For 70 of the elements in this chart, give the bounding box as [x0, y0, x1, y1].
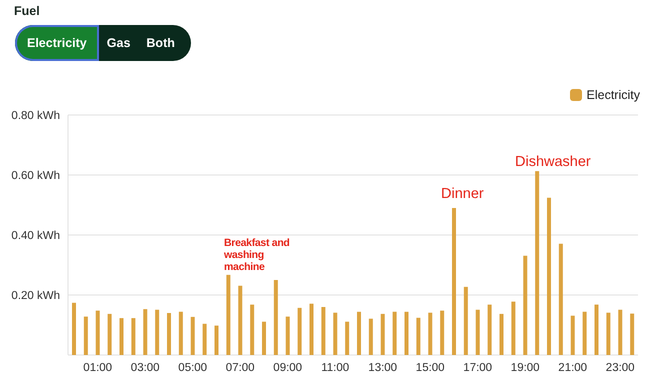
x-tick-label: 23:00 [606, 362, 635, 374]
bar [500, 314, 504, 355]
bar [345, 322, 350, 355]
y-tick-label: 0.40 kWh [11, 230, 60, 242]
bar [618, 310, 622, 355]
fuel-toggle: Electricity Gas Both [15, 25, 191, 61]
bar [190, 316, 195, 355]
y-tick-label: 0.60 kWh [11, 170, 60, 182]
bar [167, 313, 171, 355]
bar [108, 314, 112, 355]
bar [250, 304, 254, 355]
bar [298, 308, 302, 355]
bar [392, 312, 397, 355]
x-tick-label: 19:00 [510, 362, 540, 374]
bar [452, 208, 456, 355]
bar [72, 302, 76, 355]
bar [178, 312, 183, 355]
x-tick-label: 05:00 [178, 362, 208, 374]
bar [96, 310, 100, 355]
bar [357, 312, 361, 355]
bar [333, 312, 338, 355]
bar [630, 314, 634, 355]
bar [404, 312, 408, 355]
x-tick-label: 07:00 [226, 362, 255, 374]
annotation: Breakfast and washing machine [224, 237, 304, 274]
x-tick-label: 11:00 [321, 362, 350, 374]
annotation: Dishwasher [515, 154, 591, 171]
bar [84, 316, 88, 355]
bar [476, 310, 480, 355]
bar [464, 286, 468, 355]
bar [606, 312, 610, 355]
bar [511, 302, 516, 355]
legend-label: Electricity [586, 88, 640, 102]
y-tick-label: 0.80 kWh [11, 110, 60, 122]
bar [428, 312, 432, 355]
bar [488, 304, 492, 355]
bar [558, 244, 563, 355]
x-tick-label: 13:00 [368, 362, 398, 374]
bar [155, 310, 160, 355]
bar [321, 307, 326, 355]
bar [286, 316, 290, 355]
bar [368, 318, 373, 355]
bar [380, 314, 385, 355]
bar [535, 171, 540, 355]
bar [214, 326, 218, 355]
bar [570, 316, 575, 355]
bar [131, 318, 136, 355]
bar [594, 304, 598, 355]
bar [143, 309, 148, 355]
bar [202, 324, 207, 355]
x-tick-label: 03:00 [130, 362, 160, 374]
bar [523, 256, 528, 355]
bar [226, 274, 230, 355]
bar [416, 318, 420, 355]
x-tick-label: 15:00 [416, 362, 445, 374]
bar [238, 286, 242, 355]
bar [440, 310, 444, 355]
x-tick-label: 21:00 [558, 362, 588, 374]
x-tick-label: 17:00 [463, 362, 492, 374]
x-tick-label: 09:00 [273, 362, 302, 374]
bar [274, 280, 278, 355]
bar [310, 304, 314, 355]
bar [262, 322, 266, 355]
y-tick-label: 0.20 kWh [11, 290, 60, 302]
bar [582, 312, 587, 355]
bar [120, 318, 124, 355]
annotation: Dinner [441, 186, 484, 203]
bar [547, 198, 551, 355]
text: Fuel [14, 4, 40, 18]
x-tick-label: 01:00 [83, 362, 112, 374]
